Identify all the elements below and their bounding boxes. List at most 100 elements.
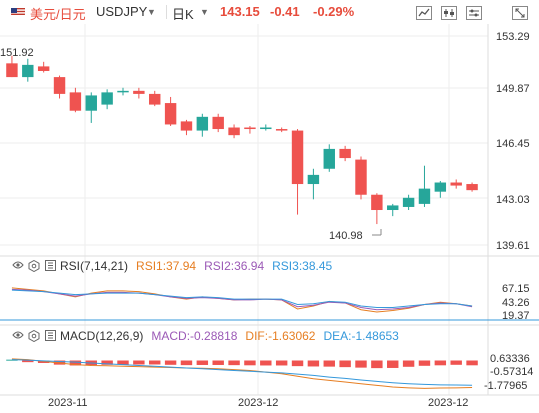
macd-bar xyxy=(149,360,161,365)
candle-body[interactable] xyxy=(37,66,50,71)
dea-line xyxy=(11,359,473,386)
candle-body[interactable] xyxy=(418,188,431,204)
candle-body[interactable] xyxy=(339,148,351,159)
symbol-dropdown-icon[interactable]: ▼ xyxy=(147,7,156,17)
macd-lines xyxy=(11,358,473,389)
eye-icon[interactable] xyxy=(12,330,24,342)
macd-label[interactable]: MACD(12,26,9) xyxy=(60,329,144,343)
candle-body[interactable] xyxy=(466,184,478,191)
macd-tick: -1.77965 xyxy=(484,380,527,392)
candle-body[interactable] xyxy=(117,90,129,93)
candle-body[interactable] xyxy=(6,63,18,78)
period-selector[interactable]: 日K xyxy=(172,7,194,22)
candle-body[interactable] xyxy=(450,182,462,186)
indicator-params-icon[interactable] xyxy=(44,330,56,342)
macd-value: MACD:-0.28818 xyxy=(151,329,238,343)
macd-bar xyxy=(22,360,34,363)
dif-value: DIF:-1.63062 xyxy=(245,329,316,343)
candlestick-series xyxy=(6,55,478,225)
candle-body[interactable] xyxy=(133,90,145,94)
rsi-tick: 43.26 xyxy=(502,297,530,309)
macd-bar xyxy=(228,360,240,366)
macd-bar xyxy=(244,360,256,366)
candle-body[interactable] xyxy=(149,93,161,105)
candle-body[interactable] xyxy=(164,103,177,125)
price-grid xyxy=(0,24,488,395)
settings-icon[interactable] xyxy=(464,4,484,22)
macd-bar xyxy=(180,360,193,366)
candle-body[interactable] xyxy=(260,127,272,130)
candle-body[interactable] xyxy=(275,129,288,131)
macd-histogram xyxy=(6,359,478,369)
line-chart-icon[interactable] xyxy=(414,4,434,22)
settings-gear-icon[interactable] xyxy=(28,259,40,273)
candle-body[interactable] xyxy=(85,95,97,111)
rsi2-value: RSI2:36.94 xyxy=(204,259,265,273)
candle-body[interactable] xyxy=(355,159,367,195)
x-axis-label: 2023-11 xyxy=(48,397,88,409)
macd-bar xyxy=(117,360,129,365)
candle-body[interactable] xyxy=(371,194,383,211)
macd-bar xyxy=(371,360,383,369)
price-tick: 149.87 xyxy=(496,83,530,95)
chart-header: 美元/日元 USDJPY ▼ 日K ▼ 143.15 -0.41 -0.29% xyxy=(0,0,539,24)
macd-bar xyxy=(212,360,224,365)
candle-body[interactable] xyxy=(53,77,66,94)
candle-body[interactable] xyxy=(212,116,224,130)
candle-body[interactable] xyxy=(101,92,113,105)
dif-line xyxy=(11,358,473,389)
candle-body[interactable] xyxy=(323,148,335,169)
low-price-label: 140.98 xyxy=(329,230,363,242)
candle-body[interactable] xyxy=(196,116,209,131)
rsi-label[interactable]: RSI(7,14,21) xyxy=(60,259,129,273)
header-divider xyxy=(166,5,167,19)
macd-tick: 0.63336 xyxy=(490,353,530,365)
last-price: 143.15 xyxy=(220,4,260,19)
candle-body[interactable] xyxy=(180,121,193,131)
macd-bar xyxy=(275,360,288,366)
macd-bar xyxy=(339,360,351,368)
indicator-icon[interactable] xyxy=(439,4,459,22)
candle-body[interactable] xyxy=(387,205,399,211)
macd-bar xyxy=(260,360,272,366)
dea-value: DEA:-1.48653 xyxy=(323,329,399,343)
rsi-header: RSI(7,14,21) RSI1:37.94 RSI2:36.94 RSI3:… xyxy=(12,258,332,274)
price-tick: 139.61 xyxy=(496,240,530,252)
rsi1-value: RSI1:37.94 xyxy=(136,259,197,273)
eye-icon[interactable] xyxy=(12,260,24,272)
x-axis-label: 2023-12 xyxy=(238,397,278,409)
macd-bar xyxy=(164,360,177,365)
us-flag-icon xyxy=(11,6,25,16)
rsi3-value: RSI3:38.45 xyxy=(272,259,333,273)
price-tick: 146.45 xyxy=(496,138,530,150)
macd-bar xyxy=(291,360,304,367)
candle-body[interactable] xyxy=(291,130,304,185)
macd-bar xyxy=(418,360,431,366)
fullscreen-icon[interactable] xyxy=(510,4,530,22)
candle-body[interactable] xyxy=(228,127,240,136)
macd-bar xyxy=(307,360,320,367)
macd-header: MACD(12,26,9) MACD:-0.28818 DIF:-1.63062… xyxy=(12,328,399,344)
candle-body[interactable] xyxy=(69,92,82,111)
candle-body[interactable] xyxy=(244,127,256,130)
macd-bar xyxy=(387,360,399,368)
macd-bar xyxy=(355,360,367,368)
macd-bar xyxy=(196,360,209,365)
candle-body[interactable] xyxy=(22,64,34,78)
symbol-code[interactable]: USDJPY xyxy=(96,4,148,19)
high-price-label: 151.92 xyxy=(0,47,34,59)
candle-body[interactable] xyxy=(402,197,415,207)
indicator-params-icon[interactable] xyxy=(44,260,56,272)
period-dropdown-icon[interactable]: ▼ xyxy=(200,7,209,17)
candle-body[interactable] xyxy=(307,174,320,185)
price-change-percent: -0.29% xyxy=(313,4,355,19)
settings-gear-icon[interactable] xyxy=(28,329,40,343)
price-tick: 143.03 xyxy=(496,194,530,206)
macd-bar xyxy=(323,360,335,367)
candle-body[interactable] xyxy=(434,182,447,192)
price-change: -0.41 xyxy=(270,4,300,19)
macd-bar xyxy=(101,360,113,365)
macd-bar xyxy=(434,360,447,366)
rsi-tick: 19.37 xyxy=(502,310,530,322)
